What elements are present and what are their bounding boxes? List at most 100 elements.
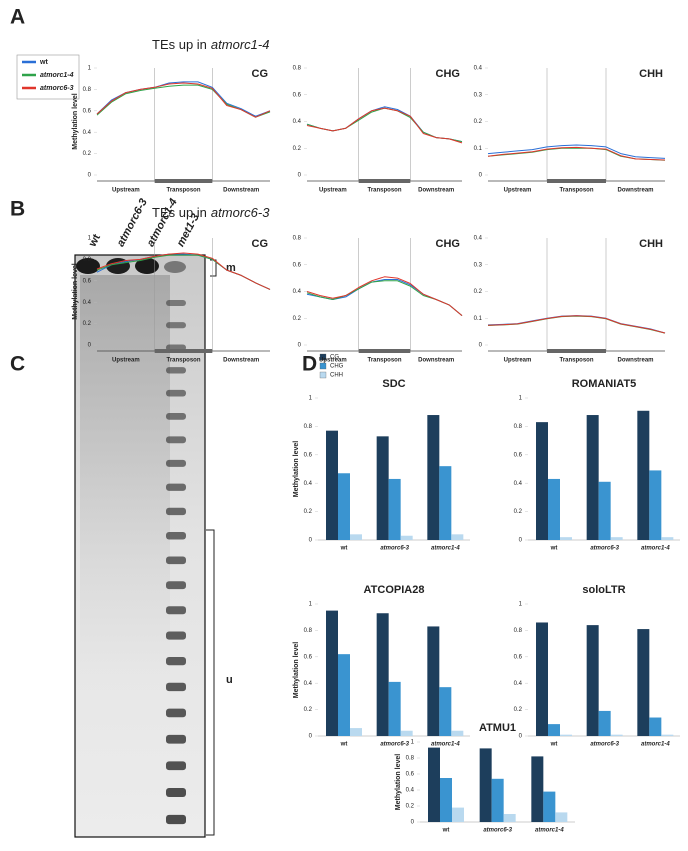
y-tick-label: 0 bbox=[479, 343, 483, 349]
x-tick-label: atmorc1-4 bbox=[431, 546, 460, 552]
x-tick-label: atmorc6-3 bbox=[483, 828, 512, 834]
panel-title: TEs up in atmorc1-4 bbox=[152, 37, 269, 52]
gel-ladder-band bbox=[166, 682, 186, 692]
band-label: u bbox=[226, 674, 233, 686]
transposon-bar bbox=[154, 179, 213, 183]
line bbox=[306, 276, 463, 316]
legend-swatch bbox=[319, 362, 327, 370]
x-tick-label: wt bbox=[340, 742, 348, 748]
bar bbox=[536, 422, 548, 540]
bar bbox=[503, 814, 516, 822]
panel-title: TEs up in atmorc6-3 bbox=[152, 205, 270, 220]
x-tick-label: atmorc6-3 bbox=[380, 742, 409, 748]
line bbox=[487, 315, 666, 334]
bar bbox=[427, 415, 440, 540]
bar bbox=[586, 415, 599, 540]
y-tick-label: 0.6 bbox=[514, 654, 523, 660]
bar bbox=[326, 430, 338, 540]
bar bbox=[543, 791, 556, 822]
y-tick-label: 0.4 bbox=[83, 300, 92, 306]
bar bbox=[427, 626, 440, 736]
x-tick-label: Upstream bbox=[504, 188, 532, 194]
y-tick-label: 0.8 bbox=[406, 756, 415, 762]
chart-title: CHH bbox=[639, 68, 663, 80]
legend-label: atmorc1-4 bbox=[40, 72, 74, 79]
y-tick-label: 0 bbox=[519, 538, 523, 544]
chart-title: CHH bbox=[639, 238, 663, 250]
y-tick-label: 0 bbox=[309, 538, 313, 544]
line bbox=[96, 82, 271, 118]
chart-title: CG bbox=[252, 68, 269, 80]
x-tick-label: wt bbox=[340, 546, 348, 552]
legend-swatch bbox=[319, 353, 327, 361]
bar bbox=[548, 724, 560, 736]
bar bbox=[598, 710, 611, 736]
chart-title: SDC bbox=[382, 378, 405, 390]
x-tick-label: Downstream bbox=[223, 358, 259, 364]
bar bbox=[491, 778, 504, 822]
chart-title: ATCOPIA28 bbox=[364, 584, 425, 596]
x-tick-label: Transposon bbox=[367, 358, 401, 364]
y-tick-label: 0 bbox=[298, 173, 302, 179]
x-tick-label: atmorc1-4 bbox=[535, 828, 564, 834]
gel-ladder-band bbox=[166, 708, 186, 718]
gel-ladder-band bbox=[166, 532, 186, 540]
y-tick-label: 0 bbox=[298, 343, 302, 349]
y-tick-label: 0.4 bbox=[474, 66, 483, 72]
x-tick-label: Transposon bbox=[166, 188, 200, 194]
y-tick-label: 0.8 bbox=[83, 87, 92, 93]
gel-ladder-band bbox=[166, 556, 186, 565]
y-tick-label: 0.6 bbox=[514, 452, 523, 458]
y-axis-label: Methylation level bbox=[293, 441, 300, 497]
bar bbox=[376, 436, 389, 540]
y-tick-label: 0.3 bbox=[474, 262, 483, 268]
y-tick-label: 1 bbox=[88, 66, 92, 72]
bar bbox=[637, 629, 650, 736]
bar bbox=[388, 681, 401, 736]
y-tick-label: 0.6 bbox=[83, 278, 92, 284]
transposon-bar bbox=[358, 349, 411, 353]
bar bbox=[598, 481, 611, 540]
bar bbox=[610, 734, 623, 736]
y-tick-label: 0.8 bbox=[304, 424, 313, 430]
bar bbox=[428, 747, 440, 822]
chart-title: CHG bbox=[436, 238, 460, 250]
y-tick-label: 1 bbox=[309, 602, 313, 608]
x-tick-label: atmorc1-4 bbox=[431, 742, 460, 748]
x-tick-label: wt bbox=[442, 828, 450, 834]
y-tick-label: 0 bbox=[88, 173, 92, 179]
transposon-bar bbox=[547, 349, 606, 353]
x-tick-label: Upstream bbox=[112, 358, 140, 364]
gel-ladder-band bbox=[166, 734, 186, 744]
bar bbox=[376, 613, 389, 736]
bar bbox=[536, 622, 548, 736]
gel-ladder-band bbox=[166, 483, 186, 491]
bar bbox=[350, 534, 362, 540]
y-tick-label: 1 bbox=[519, 602, 523, 608]
panel-label: B bbox=[10, 198, 25, 221]
y-tick-label: 0.4 bbox=[514, 481, 523, 487]
gel-ladder-band bbox=[166, 459, 186, 467]
y-axis-label: Methylation level bbox=[395, 754, 402, 810]
bar bbox=[451, 730, 464, 736]
gel-band bbox=[164, 261, 186, 273]
bar bbox=[338, 654, 350, 736]
legend-label: CHH bbox=[330, 373, 343, 379]
bar bbox=[661, 537, 674, 540]
gel-ladder-band bbox=[166, 761, 186, 771]
y-tick-label: 0.4 bbox=[304, 481, 313, 487]
gel-ladder-band bbox=[166, 606, 186, 615]
bracket bbox=[206, 529, 215, 836]
gel-ladder-band bbox=[166, 322, 186, 329]
line bbox=[306, 280, 463, 316]
y-axis-label: Methylation level bbox=[72, 93, 79, 149]
y-tick-label: 0.1 bbox=[474, 316, 483, 322]
line bbox=[96, 84, 271, 118]
y-tick-label: 0.4 bbox=[83, 130, 92, 136]
bar bbox=[560, 734, 572, 736]
legend-label: CHG bbox=[330, 364, 344, 370]
line bbox=[487, 144, 666, 159]
y-tick-label: 0.2 bbox=[406, 804, 415, 810]
line bbox=[487, 315, 666, 334]
